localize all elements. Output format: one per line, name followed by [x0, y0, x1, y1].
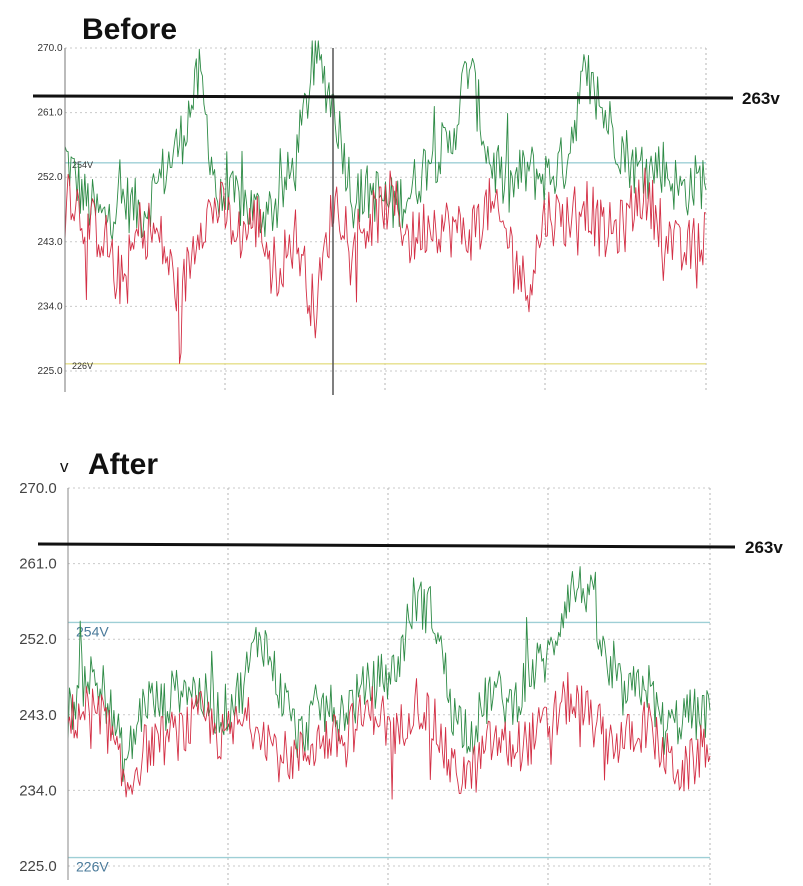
after-threshold-line	[37, 542, 736, 549]
y-tick-label: 261.0	[19, 556, 57, 573]
reference-line-label: 226V	[76, 859, 109, 875]
y-tick-label: 270.0	[37, 43, 62, 54]
after-gridlines	[68, 487, 711, 886]
before-threshold-line	[32, 94, 734, 100]
y-tick-label: 234.0	[37, 301, 62, 312]
after-chart: v After 254V 226V 270.0 261.0 252.0 243.0 234…	[19, 448, 783, 886]
y-tick-label: 261.0	[37, 108, 62, 119]
after-y-ticks: 270.0 261.0 252.0 243.0 234.0 225.0	[19, 480, 57, 875]
before-threshold-label: 263v	[742, 89, 780, 108]
y-tick-label: 225.0	[37, 366, 62, 377]
y-tick-label: 252.0	[19, 631, 57, 648]
series-line-red	[67, 672, 711, 800]
series-line-green	[67, 566, 711, 782]
after-threshold-label: 263v	[745, 538, 783, 557]
y-tick-label: 234.0	[19, 782, 57, 799]
after-reference-lines: 254V 226V	[68, 621, 710, 875]
reference-line-label: 254V	[72, 160, 93, 170]
after-unit-label: v	[60, 457, 69, 476]
before-chart-title: Before	[82, 13, 177, 46]
after-chart-title: After	[88, 448, 158, 481]
reference-line-label: 254V	[76, 623, 109, 639]
y-tick-label: 243.0	[19, 707, 57, 724]
series-line-red	[64, 167, 707, 364]
before-y-ticks: 270.0 261.0 252.0 243.0 234.0 225.0	[37, 43, 62, 377]
y-tick-label: 252.0	[37, 172, 62, 183]
y-tick-label: 225.0	[19, 858, 57, 875]
before-series	[64, 40, 707, 364]
series-line-green	[64, 40, 707, 241]
after-series	[67, 566, 711, 800]
y-tick-label: 270.0	[19, 480, 57, 497]
before-chart: Before 254V 226V 270.0 261.0 252.0 243.0 234.…	[32, 13, 780, 395]
y-tick-label: 243.0	[37, 237, 62, 248]
reference-line-label: 226V	[72, 361, 93, 371]
